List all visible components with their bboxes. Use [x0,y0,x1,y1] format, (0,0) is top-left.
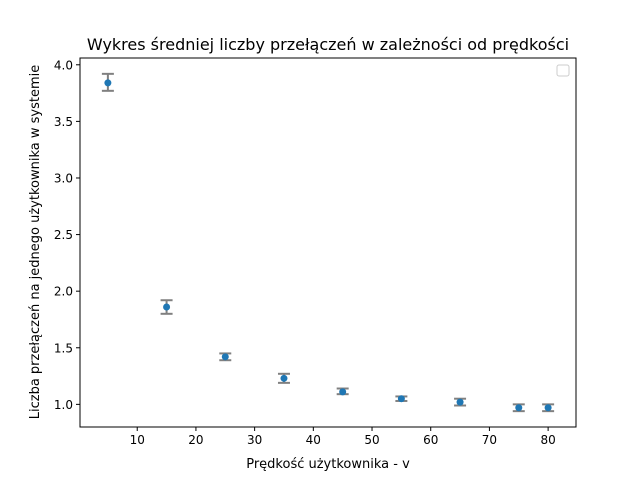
data-point [339,388,347,396]
x-tick-label: 80 [540,433,555,447]
data-point [397,395,405,403]
data-point [163,303,171,311]
y-tick-label: 1.0 [54,398,73,412]
data-point [221,353,229,361]
y-axis-label: Liczba przełączeń na jednego użytkownika… [28,65,43,420]
data-point-group [542,403,555,413]
y-tick-label: 2.5 [54,228,73,242]
plot-area [101,72,555,413]
data-point [104,79,112,87]
x-tick-label: 30 [247,433,262,447]
data-point [280,374,288,382]
x-tick-label: 70 [482,433,497,447]
x-tick-label: 50 [364,433,379,447]
y-tick-label: 1.5 [54,341,73,355]
data-point-group [101,72,114,92]
legend-box [556,64,570,77]
axes-frame [79,57,577,428]
x-axis-label: Prędkość użytkownika - v [246,457,410,472]
data-point-group [454,397,467,407]
x-tick-label: 20 [188,433,203,447]
data-point [515,404,523,412]
x-tick-label: 40 [306,433,321,447]
data-point-group [336,387,349,396]
data-point-group [160,299,173,315]
data-point-group [219,352,232,362]
y-tick-label: 3.5 [54,115,73,129]
data-point [456,398,464,406]
x-tick-label: 10 [130,433,145,447]
chart-title: Wykres średniej liczby przełączeń w zale… [87,35,569,54]
data-point-group [277,372,290,384]
y-tick-label: 2.0 [54,285,73,299]
x-tick-label: 60 [423,433,438,447]
y-tick-label: 4.0 [54,58,73,72]
y-axis: 1.0 1.5 2.0 2.5 3.0 3.5 4.0 [54,58,80,412]
y-tick-label: 3.0 [54,171,73,185]
data-point-group [512,403,525,413]
x-axis: 10 20 30 40 50 60 70 80 [130,427,556,447]
data-point-group [395,395,408,403]
data-point [544,404,552,412]
